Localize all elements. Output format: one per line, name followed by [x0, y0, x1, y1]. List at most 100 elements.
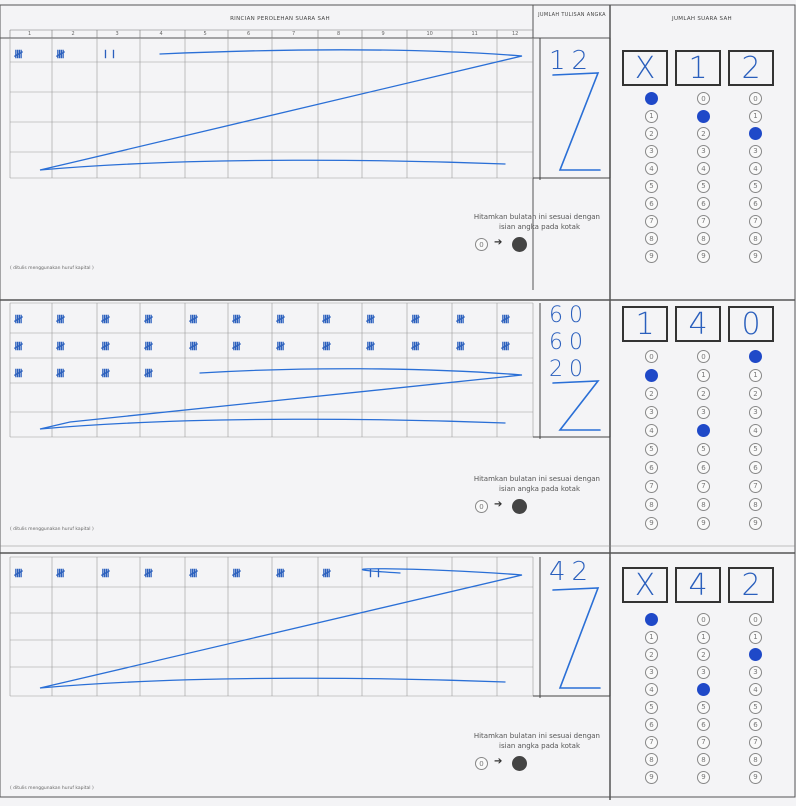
digit-bubble[interactable]: 7	[645, 479, 658, 493]
digit-bubble[interactable]: 9	[645, 770, 658, 784]
digit-bubble[interactable]: 4	[749, 424, 762, 437]
digit-bubble[interactable]: 2	[645, 648, 658, 661]
digit-bubble[interactable]: 6	[697, 461, 710, 474]
digit-bubble[interactable]: 5	[749, 179, 762, 193]
row-count: 60	[549, 303, 589, 328]
digit-bubble[interactable]: 5	[697, 179, 710, 193]
digit-bubble[interactable]: 6	[749, 197, 762, 210]
digit-bubble[interactable]: 8	[749, 232, 762, 245]
digit-bubble[interactable]: 9	[749, 770, 762, 784]
digit-box: 4	[675, 306, 721, 342]
digit-bubble[interactable]: 1	[697, 368, 710, 382]
digit-bubble[interactable]: 7	[697, 214, 710, 228]
digit-bubble[interactable]: 9	[645, 516, 658, 530]
digit-bubble[interactable]: 0	[645, 92, 658, 105]
digit-bubble[interactable]: 4	[645, 424, 658, 437]
digit-bubble[interactable]: 2	[697, 648, 710, 661]
digit-bubble[interactable]: 4	[645, 683, 658, 696]
digit-bubble[interactable]: 6	[645, 197, 658, 210]
column-number: 8	[337, 31, 341, 37]
digit-bubble[interactable]: 8	[697, 498, 710, 511]
digit-bubble[interactable]: 2	[645, 127, 658, 140]
digit-bubble[interactable]: 7	[749, 735, 762, 749]
digit-bubble[interactable]: 8	[697, 232, 710, 245]
digit-bubble[interactable]: 8	[749, 498, 762, 511]
digit-bubble[interactable]: 0	[645, 613, 658, 626]
digit-bubble[interactable]: 5	[697, 442, 710, 456]
digit-bubble[interactable]: 3	[749, 665, 762, 679]
digit-bubble[interactable]: 4	[697, 424, 710, 437]
digit-bubble[interactable]: 6	[697, 197, 710, 210]
digit-bubble[interactable]: 9	[749, 249, 762, 263]
digit-bubble[interactable]: 4	[645, 162, 658, 175]
digit-bubble[interactable]: 6	[749, 461, 762, 474]
digit-bubble[interactable]: 2	[749, 648, 762, 661]
digit-bubble[interactable]: 2	[645, 387, 658, 400]
digit-bubble[interactable]: 5	[697, 700, 710, 714]
digit-bubble[interactable]: 3	[645, 665, 658, 679]
tally-mark: 𝍸	[501, 340, 510, 353]
digit-bubble[interactable]: 7	[697, 735, 710, 749]
digit-bubble[interactable]: 1	[697, 109, 710, 123]
digit-bubble[interactable]: 5	[749, 442, 762, 456]
digit-bubble[interactable]: 9	[697, 770, 710, 784]
tally-mark: 𝍸	[14, 48, 23, 61]
digit-bubble[interactable]: 3	[749, 144, 762, 158]
digit-bubble[interactable]: 3	[645, 144, 658, 158]
digit-bubble[interactable]: 4	[749, 162, 762, 175]
digit-bubble[interactable]: 5	[645, 179, 658, 193]
digit-bubble[interactable]: 4	[697, 162, 710, 175]
digit-bubble[interactable]: 5	[645, 442, 658, 456]
digit-bubble[interactable]: 6	[697, 718, 710, 731]
digit-bubble[interactable]: 9	[697, 516, 710, 530]
digit-bubble[interactable]: 7	[645, 214, 658, 228]
digit-bubble[interactable]: 1	[749, 630, 762, 644]
digit-bubble[interactable]: 0	[749, 350, 762, 363]
digit-bubble[interactable]: 6	[645, 718, 658, 731]
digit-bubble[interactable]: 0	[697, 92, 710, 105]
digit-bubble[interactable]: 1	[697, 630, 710, 644]
row-count: 42	[549, 557, 595, 587]
digit-bubble[interactable]: 7	[697, 479, 710, 493]
digit-bubble[interactable]: 4	[749, 683, 762, 696]
digit-bubble[interactable]: 9	[749, 516, 762, 530]
digit-bubble[interactable]: 8	[749, 753, 762, 766]
digit-bubble[interactable]: 2	[697, 387, 710, 400]
digit-bubble[interactable]: 2	[697, 127, 710, 140]
digit-bubble[interactable]: 7	[749, 214, 762, 228]
digit-bubble[interactable]: 3	[697, 405, 710, 419]
digit-bubble[interactable]: 8	[697, 753, 710, 766]
digit-bubble[interactable]: 7	[749, 479, 762, 493]
tally-header: RINCIAN PEROLEHAN SUARA SAH	[230, 16, 330, 22]
digit-bubble[interactable]: 5	[749, 700, 762, 714]
digit-bubble[interactable]: 7	[645, 735, 658, 749]
arrow-icon: ➔	[494, 237, 503, 248]
digit-bubble[interactable]: 1	[749, 109, 762, 123]
digit-bubble[interactable]: 5	[645, 700, 658, 714]
digit-bubble[interactable]: 3	[697, 665, 710, 679]
digit-bubble[interactable]: 9	[697, 249, 710, 263]
digit-bubble[interactable]: 8	[645, 753, 658, 766]
digit-bubble[interactable]: 8	[645, 232, 658, 245]
digit-bubble[interactable]: 0	[749, 613, 762, 626]
tally-mark: 𝍸	[276, 340, 285, 353]
digit-bubble[interactable]: 9	[645, 249, 658, 263]
digit-bubble[interactable]: 6	[645, 461, 658, 474]
digit-bubble[interactable]: 2	[749, 387, 762, 400]
digit-bubble[interactable]: 6	[749, 718, 762, 731]
digit-bubble[interactable]: 0	[697, 350, 710, 363]
digit-bubble[interactable]: 2	[749, 127, 762, 140]
digit-bubble[interactable]: 3	[697, 144, 710, 158]
digit-bubble[interactable]: 1	[645, 109, 658, 123]
digit-bubble[interactable]: 1	[645, 630, 658, 644]
digit-bubble[interactable]: 1	[749, 368, 762, 382]
digit-bubble[interactable]: 1	[645, 368, 658, 382]
digit-bubble[interactable]: 8	[645, 498, 658, 511]
digit-bubble[interactable]: 3	[749, 405, 762, 419]
digit-bubble[interactable]: 3	[645, 405, 658, 419]
digit-bubble[interactable]: 0	[697, 613, 710, 626]
digit-bubble[interactable]: 0	[749, 92, 762, 105]
digit-bubble[interactable]: 0	[645, 350, 658, 363]
digit-bubble[interactable]: 4	[697, 683, 710, 696]
